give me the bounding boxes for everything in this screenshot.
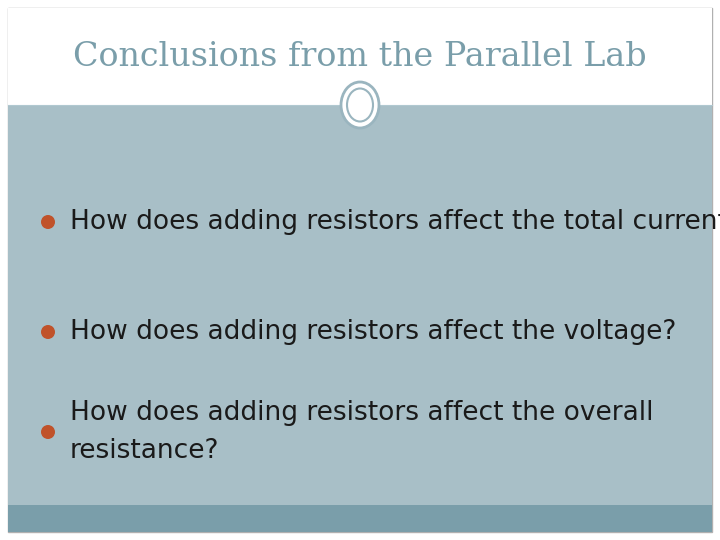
FancyBboxPatch shape	[8, 505, 712, 532]
Text: How does adding resistors affect the voltage?: How does adding resistors affect the vol…	[70, 319, 676, 345]
Circle shape	[41, 215, 55, 229]
Ellipse shape	[341, 82, 379, 128]
Text: How does adding resistors affect the total current?: How does adding resistors affect the tot…	[70, 209, 720, 235]
Text: Conclusions from the Parallel Lab: Conclusions from the Parallel Lab	[73, 41, 647, 73]
Ellipse shape	[347, 89, 373, 122]
FancyBboxPatch shape	[8, 8, 712, 105]
Text: How does adding resistors affect the overall
resistance?: How does adding resistors affect the ove…	[70, 400, 654, 464]
Circle shape	[41, 325, 55, 339]
FancyBboxPatch shape	[8, 8, 712, 532]
Circle shape	[41, 425, 55, 439]
FancyBboxPatch shape	[8, 105, 712, 505]
